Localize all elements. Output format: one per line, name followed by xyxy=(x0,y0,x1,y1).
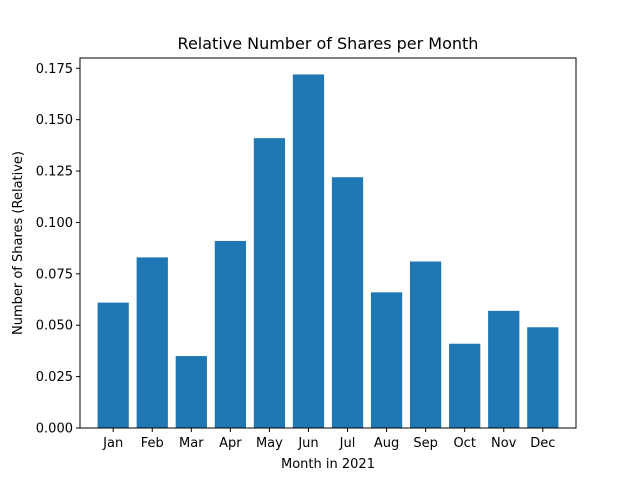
x-tick-label: Jul xyxy=(339,436,356,451)
x-tick-label: Jan xyxy=(102,436,123,451)
chart-title: Relative Number of Shares per Month xyxy=(178,34,479,53)
bar-jan xyxy=(97,302,129,428)
x-tick-label: Aug xyxy=(374,436,399,451)
bar-apr xyxy=(214,240,246,428)
x-tick-label: Feb xyxy=(141,436,164,451)
x-tick-label: Sep xyxy=(413,436,438,451)
y-tick-label: 0.075 xyxy=(36,267,73,282)
bar-sep xyxy=(410,261,442,428)
x-tick-label: Oct xyxy=(453,436,475,451)
bar-mar xyxy=(175,356,207,428)
y-tick-label: 0.125 xyxy=(36,165,73,180)
bar-may xyxy=(253,138,286,428)
bar-dec xyxy=(527,327,559,428)
y-tick-label: 0.100 xyxy=(36,216,73,231)
bar-aug xyxy=(370,292,403,428)
y-axis: 0.000 0.025 0.050 0.075 0.100 0.125 0.150 0.175 xyxy=(36,62,80,437)
y-tick-label: 0.050 xyxy=(36,319,73,334)
bar-jun xyxy=(292,74,325,428)
x-tick-label: Mar xyxy=(179,436,204,451)
bars-group xyxy=(97,74,559,428)
bar-jul xyxy=(331,177,364,428)
x-tick-label: Dec xyxy=(530,436,555,451)
y-axis-label: Number of Shares (Relative) xyxy=(11,151,26,335)
y-tick-label: 0.025 xyxy=(36,370,73,385)
x-tick-label: Nov xyxy=(491,436,517,451)
x-tick-label: Jun xyxy=(297,436,318,451)
bar-nov xyxy=(488,310,520,428)
x-axis: Jan Feb Mar Apr May Jun Jul Aug Sep Oct Nov Dec xyxy=(102,428,555,451)
bar-feb xyxy=(136,257,168,428)
x-tick-label: Apr xyxy=(219,436,242,451)
bar-oct xyxy=(449,343,481,428)
plot-frame xyxy=(79,57,577,429)
x-axis-label: Month in 2021 xyxy=(281,457,375,472)
x-tick-label: May xyxy=(256,436,283,451)
y-tick-label: 0.000 xyxy=(36,422,73,437)
y-tick-label: 0.150 xyxy=(36,113,73,128)
y-tick-label: 0.175 xyxy=(36,62,73,77)
